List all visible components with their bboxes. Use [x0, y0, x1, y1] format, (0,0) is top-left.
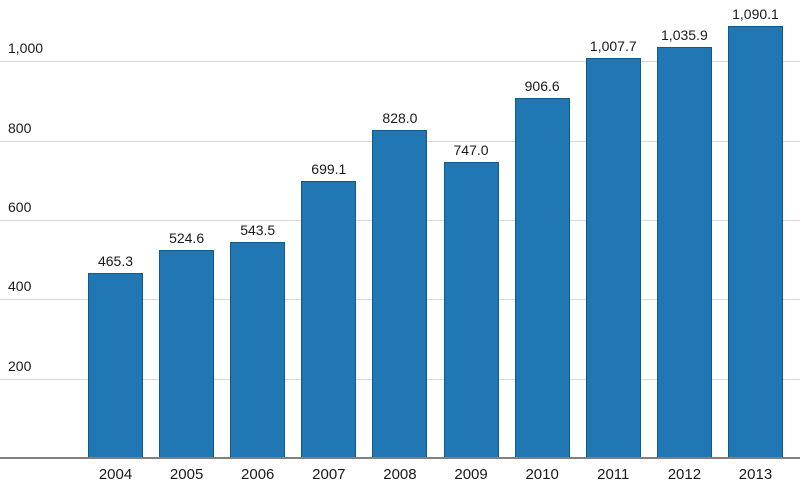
bar-2012[interactable]: [656, 47, 712, 458]
bar-value-label: 1,007.7: [589, 38, 637, 55]
x-axis-tick-label: 2005: [169, 466, 204, 483]
y-axis-tick-label: 1,000: [8, 40, 44, 57]
bar-value-label: 524.6: [169, 229, 205, 246]
x-axis-tick-label: 2006: [241, 466, 275, 483]
y-axis-tick-label: 400: [8, 278, 32, 295]
bar-value-label: 699.1: [311, 160, 347, 177]
x-axis-tick-label: 2008: [383, 466, 417, 483]
x-axis-tick-label: 2010: [525, 466, 559, 483]
y-axis-tick-label: 800: [8, 119, 32, 136]
bar-value-label: 828.0: [382, 109, 418, 126]
x-axis-tick-label: 2011: [597, 466, 630, 483]
x-axis-tick-label: 2007: [312, 466, 346, 483]
bar-value-label: 1,035.9: [661, 27, 708, 44]
bar-2011[interactable]: [585, 58, 641, 458]
bar-2008[interactable]: [372, 129, 428, 458]
bar-2005[interactable]: [159, 249, 215, 458]
x-axis-tick-label: 2004: [98, 466, 133, 483]
bar-value-label: 906.6: [524, 78, 560, 95]
bar-value-label: 747.0: [453, 141, 489, 158]
x-axis-line: [0, 457, 800, 459]
bar-2006[interactable]: [230, 242, 286, 458]
bar-value-label: 543.5: [240, 222, 276, 239]
y-axis-tick-label: 600: [8, 199, 32, 216]
x-axis-tick-label: 2012: [667, 466, 702, 483]
bar-2007[interactable]: [301, 180, 357, 458]
bar-2010[interactable]: [514, 98, 570, 458]
x-axis-tick-label: 2009: [454, 466, 488, 483]
bar-value-label: 1,090.1: [732, 5, 779, 22]
bar-2009[interactable]: [443, 161, 499, 458]
y-gridline: [0, 61, 800, 63]
bar-2013[interactable]: [727, 25, 783, 458]
y-axis-tick-label: 200: [8, 357, 32, 374]
bar-value-label: 465.3: [97, 253, 134, 270]
bar-2004[interactable]: [88, 273, 143, 458]
x-axis-tick-label: 2013: [738, 466, 773, 483]
